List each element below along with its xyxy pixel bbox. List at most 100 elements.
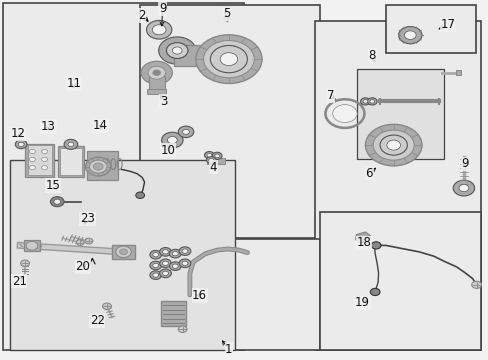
Text: 8: 8 [368, 49, 375, 62]
Circle shape [68, 142, 74, 147]
Circle shape [29, 166, 35, 170]
Circle shape [182, 261, 187, 265]
Circle shape [162, 271, 168, 275]
Circle shape [452, 180, 474, 196]
Circle shape [166, 42, 187, 58]
Circle shape [379, 135, 407, 155]
Circle shape [26, 242, 38, 250]
Circle shape [370, 242, 380, 249]
Bar [385, 5, 475, 53]
Circle shape [172, 264, 178, 268]
Text: 13: 13 [41, 120, 56, 133]
Circle shape [404, 31, 415, 40]
Text: 22: 22 [90, 314, 104, 327]
Text: 9: 9 [460, 157, 468, 170]
Circle shape [76, 240, 84, 246]
Text: 6: 6 [365, 167, 372, 180]
Bar [315, 21, 480, 350]
Circle shape [148, 66, 165, 79]
Circle shape [360, 98, 369, 105]
Circle shape [362, 100, 367, 103]
Circle shape [153, 263, 158, 267]
Circle shape [20, 260, 29, 266]
Bar [27, 145, 52, 175]
Bar [140, 239, 320, 350]
Bar [356, 69, 444, 159]
Circle shape [214, 154, 219, 158]
Circle shape [382, 137, 404, 153]
Circle shape [172, 252, 178, 256]
Circle shape [169, 262, 181, 270]
Text: 1: 1 [224, 343, 232, 356]
Text: 5: 5 [223, 7, 230, 20]
Text: 9: 9 [159, 3, 166, 15]
Text: 18: 18 [356, 237, 371, 249]
Bar [455, 70, 461, 75]
Circle shape [210, 45, 247, 73]
Text: 17: 17 [440, 18, 455, 31]
Text: 23: 23 [80, 212, 95, 225]
Circle shape [166, 42, 187, 58]
Circle shape [162, 261, 168, 265]
Circle shape [150, 271, 161, 279]
Circle shape [167, 136, 177, 144]
Circle shape [206, 157, 216, 164]
Circle shape [206, 153, 211, 157]
Circle shape [153, 273, 158, 277]
Text: 3: 3 [160, 95, 167, 108]
Circle shape [369, 288, 379, 296]
Bar [320, 212, 480, 350]
Circle shape [162, 250, 168, 254]
Circle shape [216, 50, 241, 68]
Text: 10: 10 [161, 144, 176, 157]
Circle shape [220, 53, 237, 66]
Bar [149, 76, 164, 91]
Circle shape [178, 126, 193, 138]
Circle shape [116, 246, 131, 257]
Circle shape [223, 16, 230, 21]
Circle shape [29, 157, 35, 162]
Circle shape [41, 157, 47, 162]
Bar [112, 245, 135, 259]
Circle shape [159, 248, 171, 256]
Circle shape [136, 192, 144, 198]
Polygon shape [355, 232, 369, 243]
Text: 7: 7 [326, 89, 333, 102]
Circle shape [85, 238, 93, 244]
Circle shape [146, 21, 171, 39]
Circle shape [150, 261, 161, 270]
Bar [206, 158, 225, 164]
Text: 15: 15 [46, 179, 61, 192]
Bar [173, 45, 203, 66]
Circle shape [182, 129, 189, 134]
Bar [140, 5, 320, 238]
Bar [24, 240, 40, 251]
Circle shape [366, 98, 376, 105]
Circle shape [169, 249, 181, 258]
Text: 12: 12 [11, 127, 26, 140]
Circle shape [15, 140, 27, 149]
Bar [87, 151, 118, 180]
Circle shape [93, 163, 103, 170]
Circle shape [212, 152, 222, 159]
Circle shape [365, 124, 421, 166]
Text: 4: 4 [209, 161, 217, 174]
Circle shape [398, 27, 421, 44]
Bar [58, 146, 83, 177]
Circle shape [152, 25, 165, 35]
Circle shape [204, 152, 214, 159]
Circle shape [64, 139, 78, 149]
Circle shape [179, 259, 190, 267]
Circle shape [50, 197, 64, 207]
Bar [60, 148, 81, 175]
Text: 16: 16 [192, 289, 207, 302]
Text: 19: 19 [354, 296, 369, 309]
Circle shape [369, 100, 374, 103]
Circle shape [471, 281, 481, 288]
Circle shape [208, 158, 213, 162]
Circle shape [161, 132, 183, 148]
Text: 14: 14 [93, 119, 108, 132]
Circle shape [153, 253, 158, 257]
Circle shape [158, 37, 195, 64]
Circle shape [172, 47, 182, 54]
